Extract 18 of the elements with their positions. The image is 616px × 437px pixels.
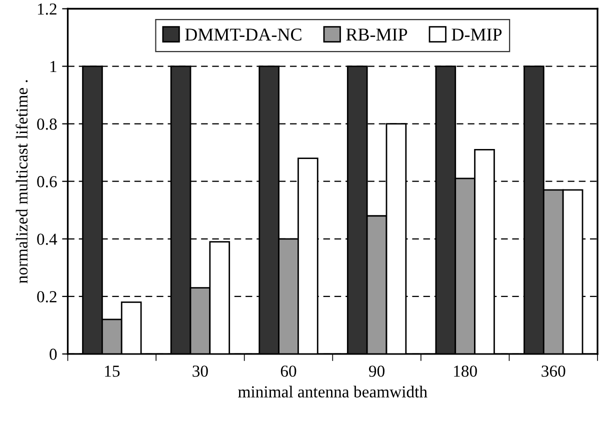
x-axis-title: minimal antenna beamwidth — [238, 386, 428, 398]
y-axis-title: normalized multicast lifetime . — [16, 80, 28, 284]
y-tick-label: 0.2 — [37, 291, 56, 302]
y-tick-label: 0.4 — [37, 234, 58, 245]
legend-label: DMMT-DA-NC — [185, 28, 302, 41]
x-tick-label: 15 — [105, 366, 120, 377]
legend-label: RB-MIP — [346, 28, 408, 41]
x-tick-label: 90 — [368, 366, 384, 377]
y-tick-label: 1 — [50, 61, 56, 72]
y-tick-label: 0 — [50, 348, 57, 360]
y-tick-label: 1.2 — [38, 3, 56, 15]
x-tick-label: 180 — [454, 366, 477, 377]
y-tick-label: 0.8 — [37, 118, 57, 130]
x-tick-label: 360 — [542, 366, 566, 377]
x-tick-label: 60 — [280, 366, 296, 377]
x-tick-label: 30 — [192, 366, 208, 377]
y-tick-label: 0.6 — [37, 176, 57, 188]
legend-label: D-MIP — [452, 28, 502, 41]
